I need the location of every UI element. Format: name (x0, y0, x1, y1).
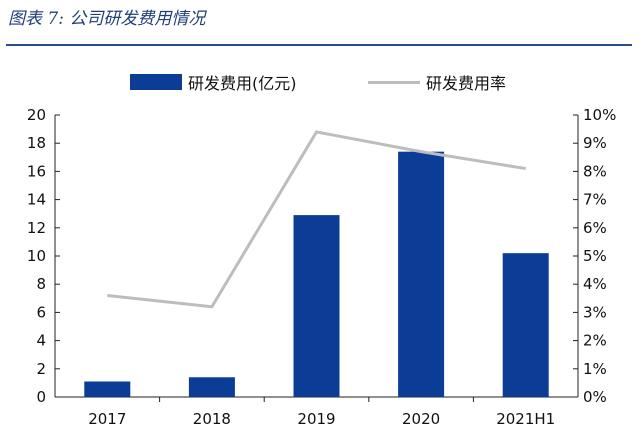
left-y-tick-label: 2 (36, 360, 46, 378)
chart-legend: 研发费用(亿元) 研发费用率 (0, 64, 644, 100)
left-y-tick-label: 6 (36, 303, 46, 321)
right-y-tick-label: 2% (583, 332, 607, 350)
bar (188, 377, 235, 397)
line-series (107, 130, 526, 309)
right-y-tick-label: 1% (583, 360, 607, 378)
right-y-tick-label: 7% (583, 191, 607, 209)
left-y-tick-label: 16 (27, 162, 46, 180)
legend-bar-swatch (130, 74, 182, 90)
right-y-tick-label: 0% (583, 388, 607, 406)
right-y-tick-label: 6% (583, 219, 607, 237)
figure-title: 图表 7: 公司研发费用情况 (8, 9, 206, 29)
right-y-tick-label: 8% (583, 162, 607, 180)
right-y-tick-label: 10% (583, 106, 616, 124)
bar (398, 151, 445, 397)
legend-label-line: 研发费用率 (426, 74, 507, 93)
rd-rate-line (107, 130, 526, 309)
x-tick-label: 2021H1 (496, 410, 555, 428)
legend-label-bar: 研发费用(亿元) (188, 74, 297, 93)
left-y-tick-label: 0 (36, 388, 46, 406)
right-y-tick-label: 9% (583, 134, 607, 152)
left-y-tick-label: 10 (27, 247, 46, 265)
left-y-tick-label: 20 (27, 106, 46, 124)
right-y-tick-label: 5% (583, 247, 607, 265)
bar (84, 381, 131, 397)
legend-item-line: 研发费用率 (368, 70, 506, 94)
right-y-tick-label: 3% (583, 303, 607, 321)
legend-item-bar: 研发费用(亿元) (130, 70, 297, 94)
left-y-tick-label: 12 (27, 219, 46, 237)
x-tick-label: 2017 (88, 410, 126, 428)
left-y-tick-label: 4 (36, 332, 46, 350)
bar (502, 253, 549, 397)
legend-line-swatch (368, 80, 420, 84)
x-tick-label: 2019 (297, 410, 335, 428)
left-y-tick-label: 8 (36, 275, 46, 293)
left-y-tick-label: 14 (27, 191, 46, 209)
x-tick-label: 2018 (193, 410, 231, 428)
x-tick-label: 2020 (402, 410, 440, 428)
bar (293, 215, 340, 397)
right-y-tick-label: 4% (583, 275, 607, 293)
title-divider (6, 44, 632, 46)
axis-labels: 0 2 4 6 8 10 12 14 16 18 20 0% 1% 2% 3% 4% 5% 6% 7% 8% 9% 10%… (27, 106, 616, 428)
left-y-tick-label: 18 (27, 134, 46, 152)
bar-series (84, 151, 549, 397)
